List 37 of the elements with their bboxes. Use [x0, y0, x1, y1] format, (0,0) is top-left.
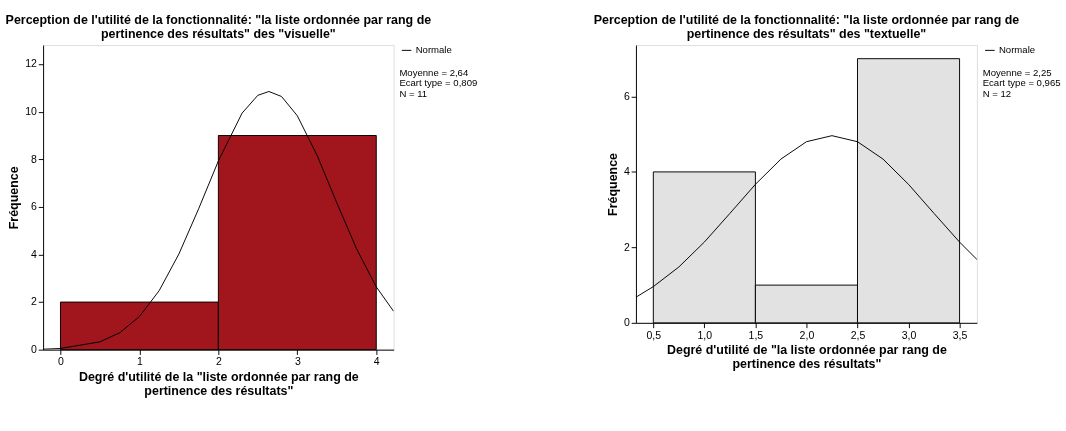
y-tick-label: 4	[623, 165, 630, 178]
x-axis-title: Degré d'utilité de la "liste ordonnée par rang de pertinence des résultats"	[78, 369, 359, 399]
x-tick-label: 2,0	[799, 328, 815, 341]
x-tick-label: 1	[136, 355, 143, 368]
y-tick-label: 6	[623, 89, 630, 102]
y-tick-label: 12	[25, 57, 38, 70]
y-tick-label: 2	[31, 295, 38, 308]
x-tick-label: 3,0	[901, 328, 917, 341]
x-tick-label: 2	[215, 355, 222, 368]
y-tick-label: 4	[31, 247, 38, 260]
x-tick-label: 2,5	[850, 328, 866, 341]
y-axis-title: Fréquence	[606, 152, 621, 216]
y-tick-label: 0	[623, 316, 630, 329]
x-tick-label: 3,5	[952, 328, 968, 341]
x-tick-label: 4	[373, 355, 380, 368]
legend-label: Normale	[415, 44, 452, 56]
x-tick-label: 0,5	[646, 328, 662, 341]
x-tick-label: 1,0	[697, 328, 713, 341]
y-axis-title: Fréquence	[7, 166, 22, 230]
text: Moyenne = 2,64	[399, 66, 469, 78]
x-tick-label: 0	[58, 355, 65, 368]
y-tick-label: 6	[31, 200, 38, 213]
y-tick-label: 2	[623, 240, 630, 253]
legend-label: Normale	[998, 44, 1036, 56]
x-tick-label: 1,5	[748, 328, 764, 341]
chart-title: Perception de l'utilité de la fonctionnalité: "la liste ordonnée par rang de pertinence des résultats" des "textuelle"	[593, 13, 1020, 42]
y-tick-label: 8	[31, 152, 38, 165]
text: Ecart type = 0,809	[399, 77, 478, 89]
y-tick-label: 0	[31, 343, 38, 356]
text: N = 12	[982, 87, 1012, 99]
text: N = 11	[399, 87, 428, 99]
x-tick-label: 3	[294, 355, 301, 368]
text: Moyenne = 2,25	[982, 66, 1052, 78]
x-axis-title: Degré d'utilité de "la liste ordonnée par rang de pertinence des résultats"	[667, 342, 947, 372]
y-tick-label: 10	[25, 105, 38, 118]
chart-title: Perception de l'utilité de la fonctionnalité: "la liste ordonnée par rang de pertinence des résultats" des "visuelle"	[5, 13, 432, 42]
text: Ecart type = 0,965	[982, 77, 1061, 89]
